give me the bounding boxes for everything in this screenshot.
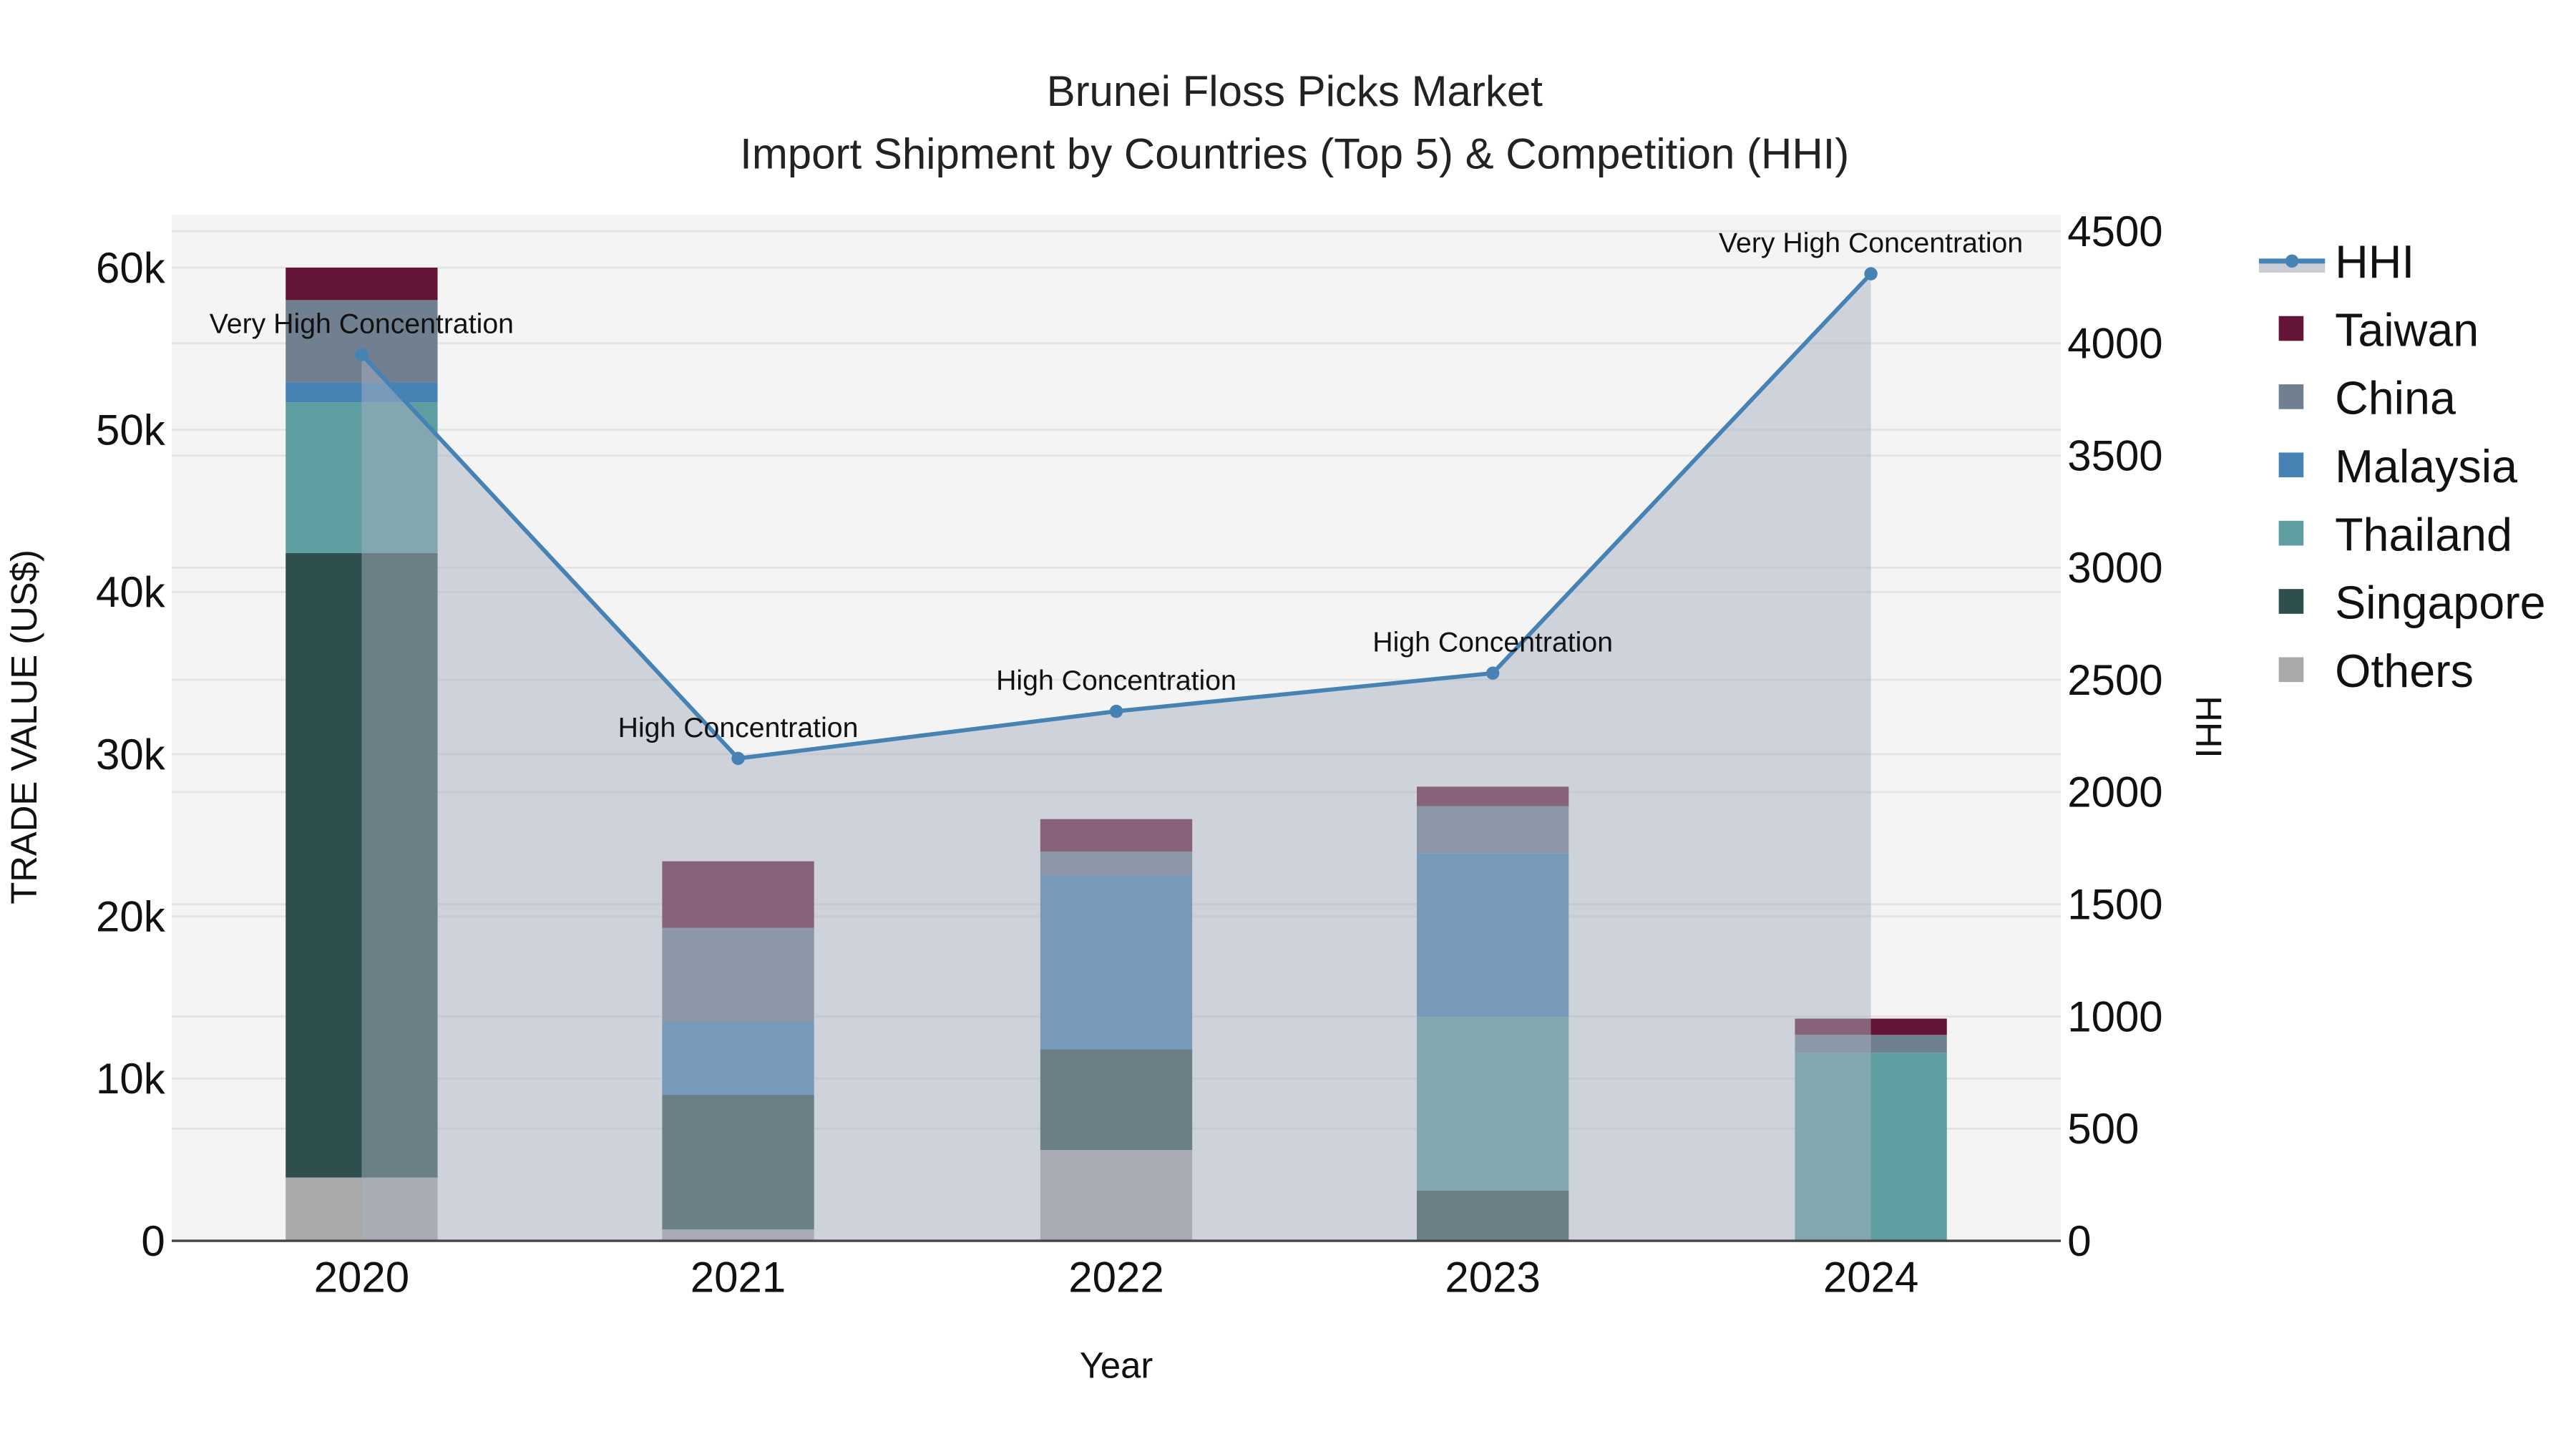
y2-tick-label: 2500 — [2067, 656, 2162, 704]
legend-swatch-others — [2278, 657, 2304, 683]
legend-swatch-hhi-marker — [2285, 254, 2299, 268]
hhi-marker — [1485, 666, 1500, 680]
x-axis-title: Year — [1080, 1345, 1153, 1386]
hhi-annotation: High Concentration — [996, 665, 1236, 696]
y-tick-label: 20k — [96, 892, 166, 940]
legend-label-thailand: Thailand — [2335, 508, 2512, 560]
y2-tick-label: 4500 — [2067, 208, 2162, 255]
y2-tick-label: 2000 — [2067, 769, 2162, 816]
legend-label-taiwan: Taiwan — [2335, 303, 2479, 356]
y-tick-label: 60k — [96, 244, 166, 292]
hhi-annotation: Very High Concentration — [210, 308, 514, 339]
hhi-marker — [1864, 267, 1878, 280]
hhi-area — [361, 273, 1871, 1241]
hhi-annotation: Very High Concentration — [1719, 228, 2023, 259]
bar-segment-taiwan — [286, 268, 438, 301]
y2-axis-title: HHI — [2188, 696, 2229, 758]
hhi-marker — [1109, 704, 1123, 718]
y-tick-label: 0 — [141, 1217, 165, 1265]
chart-title-line1: Brunei Floss Picks Market — [1047, 67, 1543, 115]
hhi-marker — [731, 751, 745, 766]
y-tick-label: 30k — [96, 731, 166, 779]
y2-tick-label: 0 — [2067, 1217, 2091, 1265]
y2-tick-label: 1000 — [2067, 992, 2162, 1040]
legend-swatch-malaysia — [2278, 452, 2304, 478]
y-axis-title: TRADE VALUE (US$) — [4, 550, 44, 904]
legend-label-malaysia: Malaysia — [2335, 440, 2517, 492]
y-tick-label: 40k — [96, 568, 166, 616]
chart-title-line2: Import Shipment by Countries (Top 5) & C… — [740, 130, 1849, 178]
x-tick-label: 2020 — [314, 1254, 409, 1302]
legend-label-china: China — [2335, 372, 2456, 424]
hhi-marker — [355, 348, 369, 361]
x-tick-label: 2021 — [691, 1254, 786, 1302]
x-tick-label: 2023 — [1445, 1254, 1540, 1302]
y2-tick-label: 3500 — [2067, 431, 2162, 479]
legend-swatch-thailand — [2278, 520, 2304, 546]
plot-area: Very High Concentration High Concentratio… — [4, 208, 2229, 1386]
x-tick-label: 2024 — [1823, 1254, 1918, 1302]
hhi-annotation: High Concentration — [618, 712, 859, 743]
y2-tick-label: 500 — [2067, 1105, 2139, 1153]
y2-tick-label: 3000 — [2067, 544, 2162, 592]
legend-swatch-china — [2278, 384, 2304, 409]
y-tick-label: 50k — [96, 406, 166, 454]
legend-label-singapore: Singapore — [2335, 577, 2546, 629]
x-tick-label: 2022 — [1068, 1254, 1163, 1302]
legend-label-hhi: HHI — [2335, 235, 2414, 288]
y-tick-label: 10k — [96, 1055, 166, 1103]
legend-swatch-singapore — [2278, 589, 2304, 614]
y2-tick-label: 4000 — [2067, 320, 2162, 368]
y2-tick-label: 1500 — [2067, 880, 2162, 928]
hhi-annotation: High Concentration — [1372, 627, 1613, 658]
legend: HHI Taiwan China Malaysia Thailand Singapore O… — [2258, 235, 2546, 697]
legend-swatch-taiwan — [2278, 316, 2304, 341]
legend-label-others: Others — [2335, 645, 2474, 697]
